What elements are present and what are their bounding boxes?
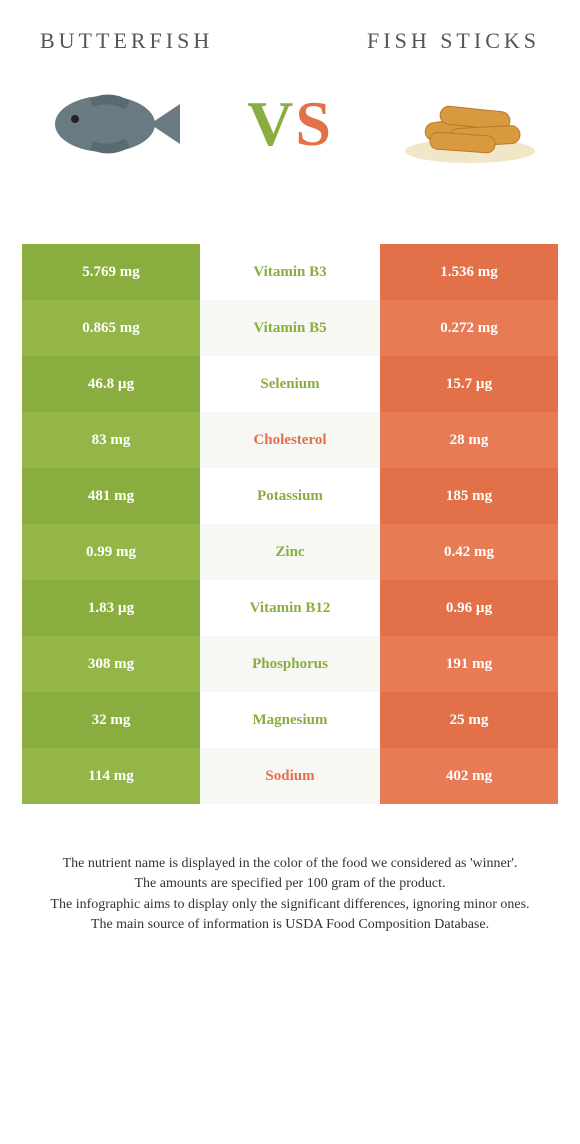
left-value: 5.769 mg bbox=[22, 244, 200, 300]
left-value: 32 mg bbox=[22, 692, 200, 748]
right-value: 1.536 mg bbox=[380, 244, 558, 300]
left-value: 114 mg bbox=[22, 748, 200, 804]
title-right: FISH STICKS bbox=[367, 28, 540, 54]
table-row: 114 mgSodium402 mg bbox=[22, 748, 558, 804]
nutrient-name: Selenium bbox=[200, 356, 380, 412]
right-value: 185 mg bbox=[380, 468, 558, 524]
left-value: 0.865 mg bbox=[22, 300, 200, 356]
left-value: 83 mg bbox=[22, 412, 200, 468]
left-value: 0.99 mg bbox=[22, 524, 200, 580]
nutrient-name: Potassium bbox=[200, 468, 380, 524]
left-value: 481 mg bbox=[22, 468, 200, 524]
vs-v: V bbox=[247, 88, 295, 159]
title-left: BUTTERFISH bbox=[40, 28, 213, 54]
right-value: 25 mg bbox=[380, 692, 558, 748]
nutrient-name: Magnesium bbox=[200, 692, 380, 748]
footer-line-1: The nutrient name is displayed in the co… bbox=[30, 854, 550, 874]
right-value: 0.272 mg bbox=[380, 300, 558, 356]
left-value: 1.83 µg bbox=[22, 580, 200, 636]
right-value: 191 mg bbox=[380, 636, 558, 692]
right-value: 0.96 µg bbox=[380, 580, 558, 636]
table-row: 0.99 mgZinc0.42 mg bbox=[22, 524, 558, 580]
table-row: 1.83 µgVitamin B120.96 µg bbox=[22, 580, 558, 636]
table-row: 308 mgPhosphorus191 mg bbox=[22, 636, 558, 692]
right-value: 28 mg bbox=[380, 412, 558, 468]
table-row: 5.769 mgVitamin B31.536 mg bbox=[22, 244, 558, 300]
nutrient-name: Sodium bbox=[200, 748, 380, 804]
fishsticks-image bbox=[390, 74, 550, 174]
footer-line-2: The amounts are specified per 100 gram o… bbox=[30, 874, 550, 894]
vs-row: VS bbox=[0, 64, 580, 214]
table-row: 481 mgPotassium185 mg bbox=[22, 468, 558, 524]
table-row: 0.865 mgVitamin B50.272 mg bbox=[22, 300, 558, 356]
nutrient-name: Vitamin B12 bbox=[200, 580, 380, 636]
footer-line-4: The main source of information is USDA F… bbox=[30, 915, 550, 935]
left-value: 308 mg bbox=[22, 636, 200, 692]
vs-label: VS bbox=[247, 87, 333, 161]
right-value: 15.7 µg bbox=[380, 356, 558, 412]
nutrient-name: Vitamin B5 bbox=[200, 300, 380, 356]
right-value: 0.42 mg bbox=[380, 524, 558, 580]
nutrient-name: Phosphorus bbox=[200, 636, 380, 692]
vs-s: S bbox=[295, 88, 333, 159]
nutrient-name: Zinc bbox=[200, 524, 380, 580]
header-row: BUTTERFISH FISH STICKS bbox=[0, 0, 580, 64]
table-row: 32 mgMagnesium25 mg bbox=[22, 692, 558, 748]
table-row: 83 mgCholesterol28 mg bbox=[22, 412, 558, 468]
nutrient-name: Cholesterol bbox=[200, 412, 380, 468]
nutrient-name: Vitamin B3 bbox=[200, 244, 380, 300]
nutrient-table: 5.769 mgVitamin B31.536 mg0.865 mgVitami… bbox=[22, 244, 558, 804]
right-value: 402 mg bbox=[380, 748, 558, 804]
butterfish-image bbox=[30, 74, 190, 174]
footer-line-3: The infographic aims to display only the… bbox=[30, 895, 550, 915]
table-row: 46.8 µgSelenium15.7 µg bbox=[22, 356, 558, 412]
footer-notes: The nutrient name is displayed in the co… bbox=[30, 854, 550, 935]
left-value: 46.8 µg bbox=[22, 356, 200, 412]
